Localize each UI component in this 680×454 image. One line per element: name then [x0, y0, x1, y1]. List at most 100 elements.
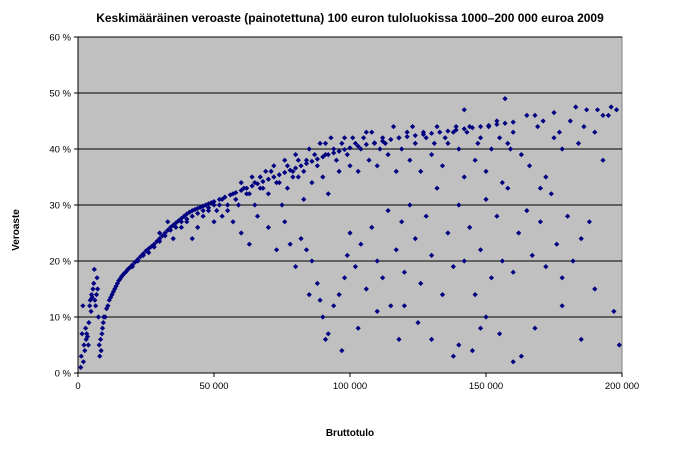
data-point: [303, 247, 310, 253]
data-point: [265, 176, 271, 182]
data-point: [249, 174, 255, 180]
data-point: [314, 280, 320, 286]
data-point: [434, 124, 440, 130]
data-point: [567, 118, 573, 124]
y-tick-label: 10 %: [49, 313, 71, 324]
data-point: [331, 303, 337, 309]
data-point: [526, 163, 533, 169]
data-point: [551, 110, 557, 116]
data-point: [317, 140, 323, 146]
data-point: [290, 174, 296, 180]
data-point: [322, 152, 329, 158]
data-point: [83, 336, 89, 342]
data-point: [162, 230, 168, 236]
data-point: [575, 140, 582, 146]
data-point: [260, 178, 266, 185]
data-point: [157, 238, 163, 244]
data-point: [81, 342, 87, 348]
data-point: [532, 112, 538, 118]
data-point: [494, 213, 500, 219]
data-point: [412, 140, 418, 146]
data-point: [477, 135, 484, 141]
data-point: [284, 185, 291, 191]
y-tick-label: 0 %: [55, 369, 72, 380]
data-point: [184, 216, 190, 222]
data-point: [412, 132, 418, 139]
data-point: [393, 247, 399, 253]
data-point: [363, 129, 369, 135]
data-point: [439, 292, 446, 298]
data-point: [195, 210, 201, 216]
data-point: [565, 213, 571, 219]
data-point: [178, 224, 184, 230]
data-point: [613, 107, 620, 113]
data-point: [611, 308, 617, 314]
data-point: [456, 342, 462, 348]
data-point: [336, 292, 342, 298]
data-point: [377, 146, 383, 152]
data-point: [230, 219, 236, 225]
data-point: [477, 325, 484, 331]
data-point: [320, 154, 326, 160]
data-point: [559, 275, 565, 281]
data-point: [325, 152, 331, 158]
data-point: [439, 163, 446, 169]
data-point: [363, 141, 369, 148]
data-point: [361, 135, 367, 141]
data-point: [605, 112, 611, 118]
data-point: [211, 202, 217, 208]
data-point: [510, 359, 516, 365]
data-point: [467, 224, 473, 230]
data-point: [263, 168, 269, 174]
data-point: [336, 168, 342, 174]
data-point: [537, 185, 543, 191]
data-point: [488, 275, 495, 281]
data-point: [98, 348, 104, 354]
data-point: [244, 191, 250, 197]
data-point: [123, 269, 129, 275]
data-point: [494, 121, 500, 127]
data-point: [409, 124, 416, 130]
data-point: [167, 227, 174, 233]
data-point: [238, 230, 244, 236]
data-point: [265, 224, 271, 230]
data-point: [510, 269, 516, 275]
data-point: [510, 119, 516, 125]
data-point: [339, 140, 345, 146]
data-point: [246, 191, 252, 197]
data-point: [502, 120, 508, 126]
data-point: [464, 129, 470, 135]
data-point: [94, 286, 101, 292]
data-point: [551, 135, 557, 141]
data-point: [399, 146, 405, 152]
data-point: [135, 258, 141, 264]
data-point: [412, 236, 418, 242]
data-point: [276, 172, 282, 178]
data-point: [494, 118, 500, 124]
data-point: [93, 292, 100, 298]
data-point: [189, 213, 195, 219]
data-point: [298, 163, 304, 169]
data-point: [423, 135, 429, 141]
data-point: [442, 135, 448, 141]
data-point: [103, 306, 110, 312]
x-axis-ticks: 0 50 000 100 000 150 000 200 000: [75, 372, 639, 392]
data-point: [151, 241, 157, 247]
data-point: [578, 336, 584, 342]
data-point: [516, 230, 522, 236]
x-tick-label: 100 000: [333, 381, 367, 392]
data-point: [114, 280, 121, 286]
data-point: [401, 303, 407, 309]
data-point: [244, 185, 250, 191]
gridlines: [78, 36, 622, 318]
data-point: [559, 146, 565, 152]
data-point: [404, 134, 410, 140]
data-point: [483, 196, 489, 202]
data-point: [279, 202, 285, 208]
data-point: [352, 140, 359, 146]
data-point: [358, 241, 364, 247]
data-point: [162, 233, 168, 239]
data-point: [570, 258, 576, 264]
data-point: [225, 202, 231, 208]
